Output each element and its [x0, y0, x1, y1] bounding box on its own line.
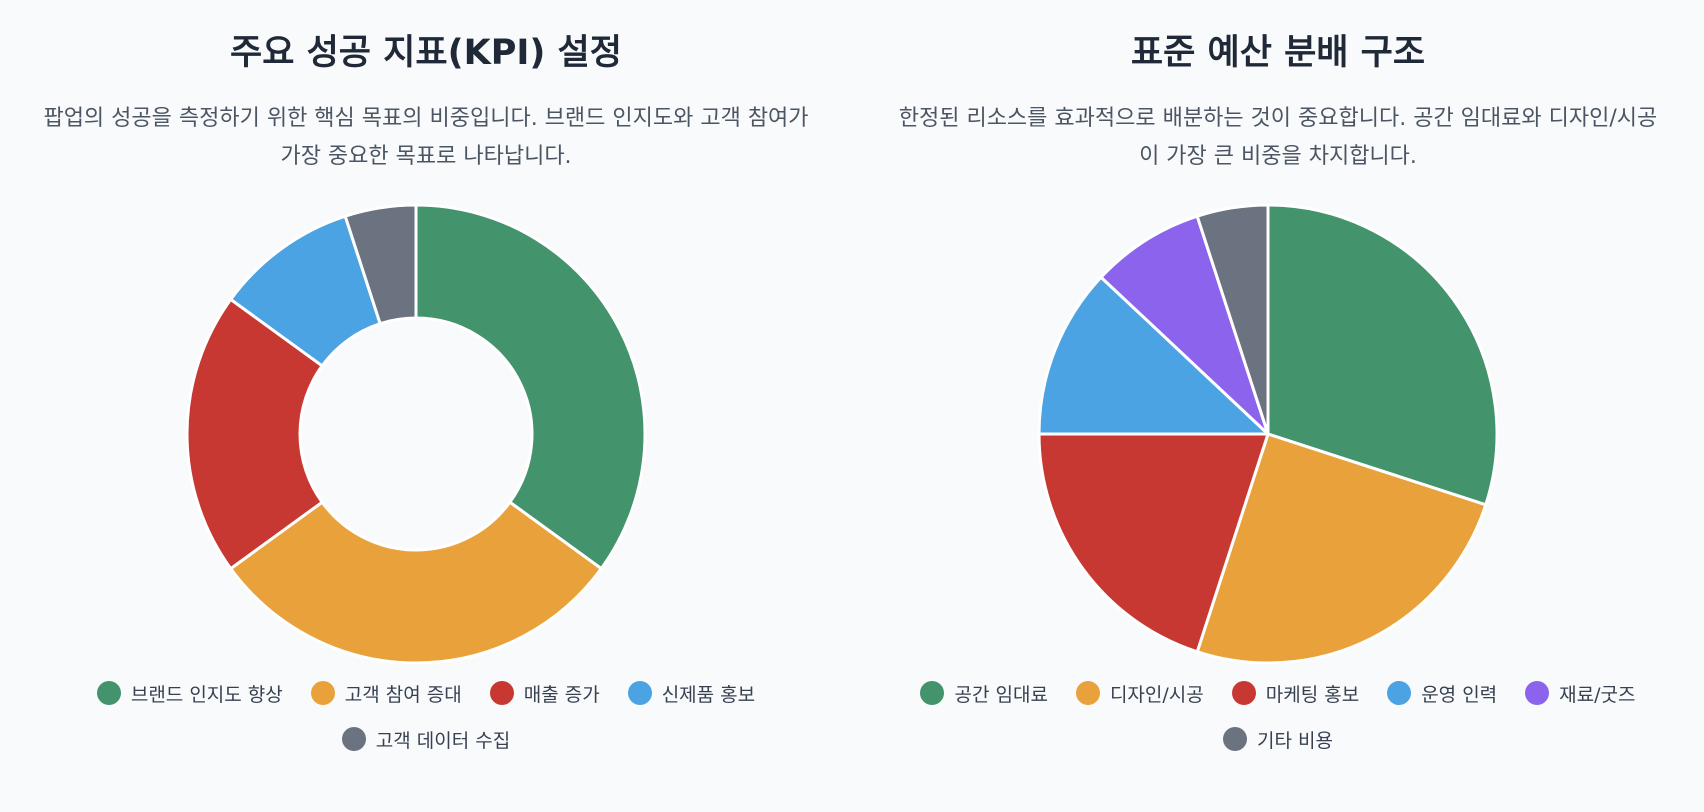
legend-label: 재료/굿즈: [1559, 683, 1636, 706]
legend-label: 디자인/시공: [1109, 683, 1204, 706]
legend-item[interactable]: 디자인/시공: [1075, 680, 1204, 706]
legend-swatch: [1387, 681, 1412, 705]
budget-chart-description: 한정된 리소스를 효과적으로 배분하는 것이 중요합니다. 공간 임대료와 디자…: [898, 106, 1658, 169]
budget-pie-chart[interactable]: [852, 190, 1704, 670]
legend-label: 운영 인력: [1421, 683, 1498, 706]
legend-label: 브랜드 인지도 향상: [130, 683, 283, 706]
legend-item[interactable]: 브랜드 인지도 향상: [96, 680, 283, 706]
slice-5[interactable]: [1099, 214, 1270, 436]
legend-swatch: [96, 681, 121, 705]
legend-item[interactable]: 신제품 홍보: [627, 680, 756, 706]
legend-item[interactable]: 마케팅 홍보: [1231, 680, 1360, 706]
legend-item[interactable]: 재료/굿즈: [1525, 680, 1636, 706]
legend-swatch: [627, 681, 652, 705]
budget-chart-title: 표준 예산 분배 구조: [1130, 33, 1426, 73]
legend-label: 고객 데이터 수집: [375, 729, 511, 752]
slice-3[interactable]: [185, 297, 324, 571]
legend-swatch: [1231, 681, 1256, 705]
slice-3[interactable]: [1037, 432, 1270, 654]
budget-panel: 표준 예산 분배 구조 한정된 리소스를 효과적으로 배분하는 것이 중요합니다…: [852, 0, 1704, 812]
legend-swatch: [310, 681, 335, 705]
slice-1[interactable]: [1266, 203, 1499, 507]
legend-label: 고객 참여 증대: [344, 683, 462, 706]
slice-2[interactable]: [1195, 432, 1488, 665]
legend-item[interactable]: 고객 참여 증대: [310, 680, 462, 706]
kpi-doughnut-chart[interactable]: [0, 190, 852, 670]
legend-swatch: [341, 727, 366, 751]
slice-5[interactable]: [343, 203, 418, 326]
legend-swatch: [920, 681, 945, 705]
slice-1[interactable]: [414, 203, 647, 571]
legend-label: 공간 임대료: [954, 683, 1048, 706]
legend-swatch: [489, 681, 514, 705]
legend-label: 마케팅 홍보: [1265, 683, 1360, 706]
legend-label: 매출 증가: [523, 683, 600, 706]
kpi-chart-description: 팝업의 성공을 측정하기 위한 핵심 목표의 비중입니다. 브랜드 인지도와 고…: [43, 106, 809, 169]
legend-swatch: [1075, 681, 1100, 705]
legend-swatch: [1525, 681, 1550, 705]
legend-label: 신제품 홍보: [661, 683, 756, 706]
kpi-chart-title: 주요 성공 지표(KPI) 설정: [230, 33, 622, 73]
slice-6[interactable]: [1195, 203, 1270, 436]
legend-swatch: [1223, 727, 1248, 751]
legend-item[interactable]: 고객 데이터 수집: [341, 726, 511, 752]
slice-2[interactable]: [229, 500, 603, 665]
kpi-panel: 주요 성공 지표(KPI) 설정 팝업의 성공을 측정하기 위한 핵심 목표의 …: [0, 33, 852, 752]
legend-item[interactable]: 기타 비용: [1223, 726, 1333, 752]
legend-item[interactable]: 매출 증가: [489, 680, 600, 706]
legend-item[interactable]: 공간 임대료: [920, 680, 1048, 706]
slice-4[interactable]: [1037, 275, 1270, 436]
legend-label: 기타 비용: [1257, 729, 1333, 752]
legend-item[interactable]: 운영 인력: [1387, 680, 1497, 706]
